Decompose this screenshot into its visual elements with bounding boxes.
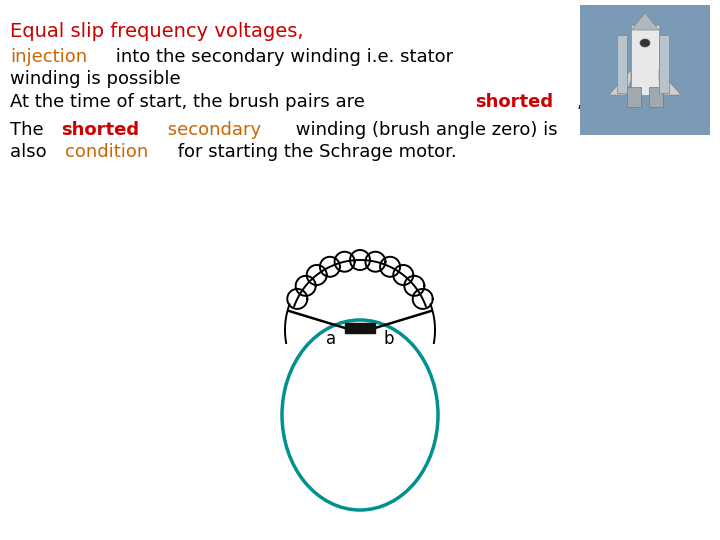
Bar [649,87,663,107]
Text: also: also [10,143,53,161]
Text: The: The [10,121,50,139]
Text: shorted: shorted [60,121,139,139]
Polygon shape [609,70,631,95]
Text: b: b [384,330,395,348]
Text: winding (brush angle zero) is: winding (brush angle zero) is [289,121,557,139]
Text: Equal slip frequency voltages,: Equal slip frequency voltages, [10,22,304,41]
Text: winding is possible: winding is possible [10,70,181,88]
Text: into the secondary winding i.e. stator: into the secondary winding i.e. stator [109,48,453,66]
Bar [659,35,669,93]
Bar [580,5,710,135]
Bar [631,25,659,95]
Text: At the time of start, the brush pairs are: At the time of start, the brush pairs ar… [10,93,371,111]
Text: shorted: shorted [475,93,554,111]
Text: secondary: secondary [161,121,261,139]
Text: injection: injection [10,48,87,66]
Text: ,: , [576,93,582,111]
Bar [345,323,375,333]
Text: condition: condition [65,143,148,161]
Text: for starting the Schrage motor.: for starting the Schrage motor. [172,143,457,161]
Polygon shape [631,13,659,30]
Polygon shape [659,70,681,95]
Bar [617,35,627,93]
Text: a: a [326,330,336,348]
Bar [627,87,641,107]
Ellipse shape [640,39,650,47]
